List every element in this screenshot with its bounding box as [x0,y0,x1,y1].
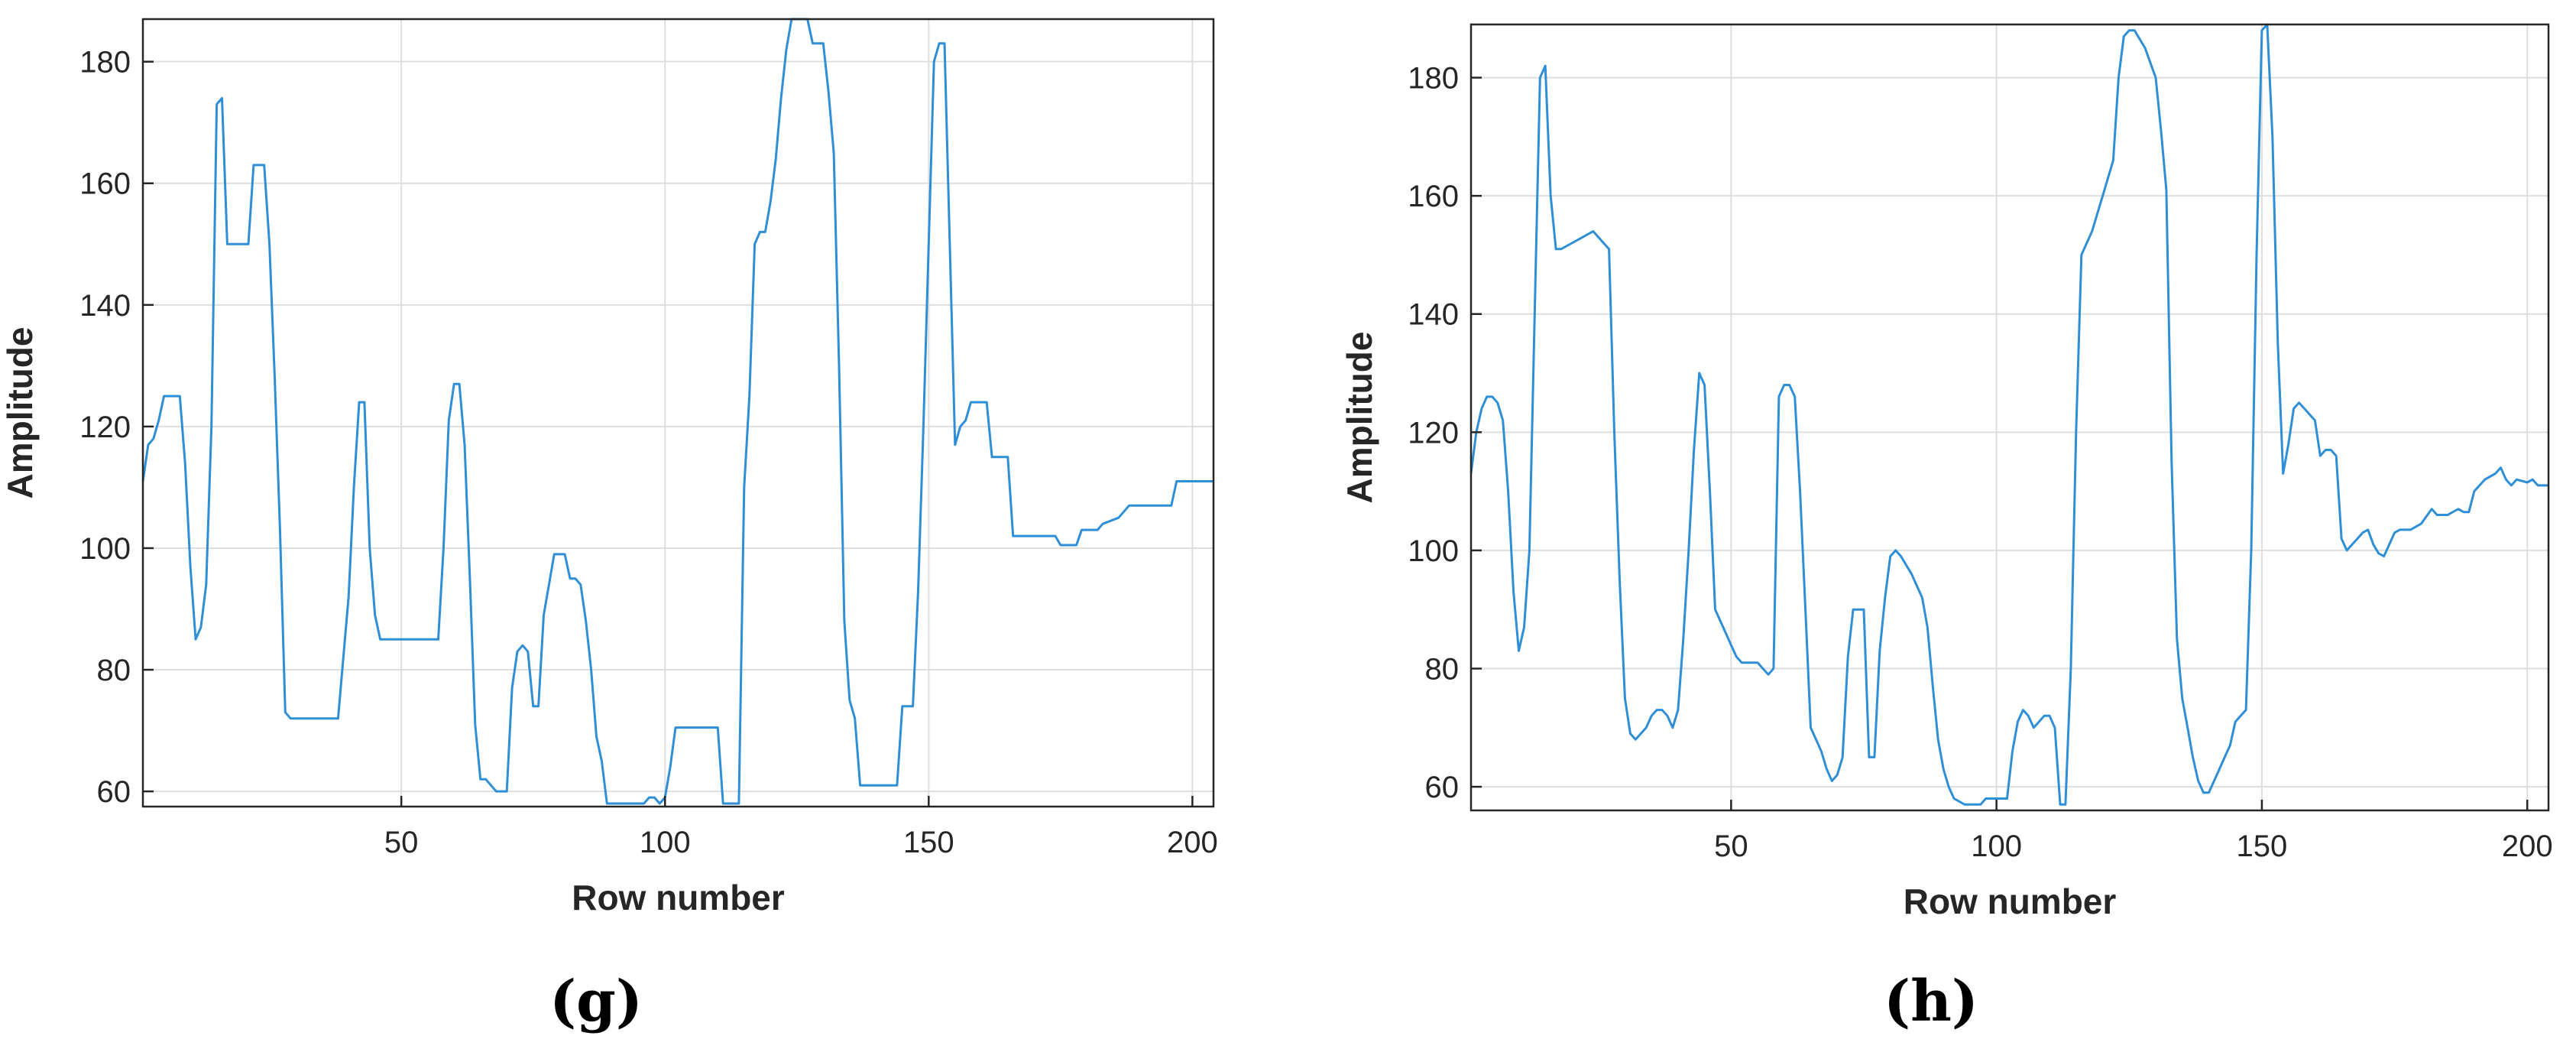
y-tick-label: 180 [79,46,131,80]
x-tick-label: 150 [2237,830,2288,863]
x-tick-label: 200 [2502,830,2553,863]
y-tick-label: 160 [1408,180,1459,213]
y-tick-label: 100 [1408,534,1459,568]
y-tick-label: 100 [79,532,131,566]
y-tick-label: 60 [1425,771,1460,804]
data-series-line [1469,23,2548,806]
x-tick-label: 50 [384,826,419,859]
panel-label: (g) [549,969,643,1034]
axes-box [141,18,1215,808]
y-tick-label: 60 [97,775,131,809]
data-series-line [141,18,1213,805]
y-tick-label: 160 [79,167,131,201]
y-axis-title: Amplitude [1340,332,1379,504]
x-tick-label: 150 [903,826,954,859]
plot-area [1471,24,2548,810]
y-axis-title: Amplitude [0,327,40,499]
y-tick-label: 80 [97,654,131,687]
axes-box [1469,23,2550,812]
y-tick-label: 180 [1408,62,1459,96]
y-tick-label: 80 [1425,652,1460,686]
chart-panel-h: 50 100 150 200 60 80 100 120 140 160 180 Row number… [1340,23,2553,1034]
y-tick-label: 120 [1408,416,1459,450]
x-tick-label: 200 [1167,826,1218,859]
x-tick-label: 100 [640,826,691,859]
y-tick-label: 120 [79,411,131,444]
x-axis-title: Row number [572,878,785,917]
y-tick-label: 140 [1408,298,1459,332]
x-tick-label: 50 [1714,830,1748,863]
plot-area [143,19,1213,807]
chart-panel-g: 50 100 150 200 60 80 100 120 140 160 180 Row number… [0,18,1218,1034]
panel-label: (h) [1884,969,1978,1034]
y-tick-label: 140 [79,289,131,323]
x-tick-label: 100 [1971,830,2022,863]
x-axis-title: Row number [1904,882,2117,921]
